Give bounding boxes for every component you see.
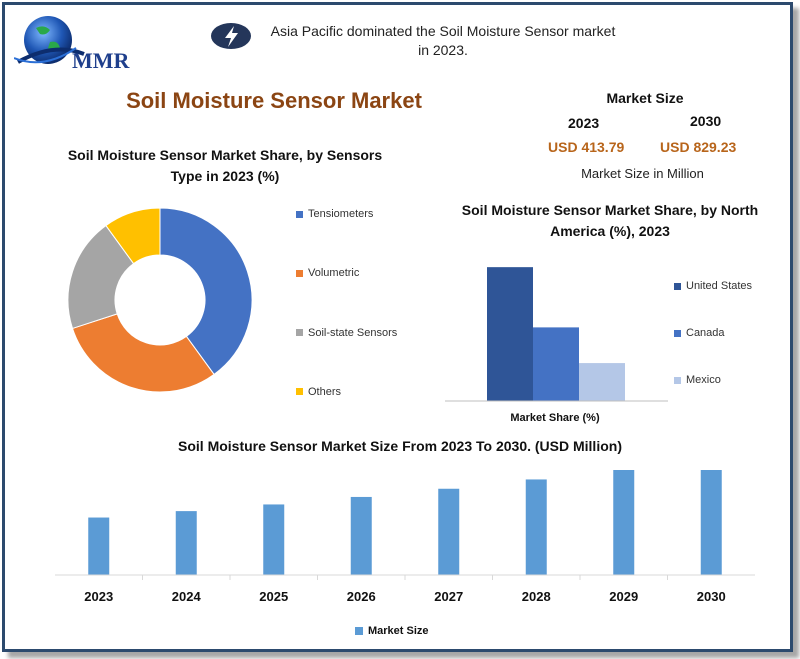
donut-chart [67,207,253,393]
legend-swatch [296,388,303,396]
market-size-value-end: USD 829.23 [660,139,737,155]
market-size-bar-2024 [175,511,197,575]
market-size-bar-2030 [700,470,722,575]
market-size-bar-chart: 2023 2024 2025 2026 2027 2028 2029 2030 [55,470,755,604]
market-size-title: Market Size [606,90,684,106]
legend-swatch [674,329,681,337]
na-legend: United States Canada Mexico [674,280,752,386]
x-tick-label-2025: 2025 [259,589,288,604]
market-size-bar-2028 [525,479,547,575]
legend-item-united-states: United States [674,280,752,292]
market-size-bar-2023 [88,517,110,575]
na-x-axis-label: Market Share (%) [510,412,600,424]
donut-legend: Tensiometers Volumetric Soil-state Senso… [296,208,397,398]
legend-item-mexico: Mexico [674,374,752,386]
market-size-year-end: 2030 [690,113,722,129]
legend-item-canada: Canada [674,327,752,339]
legend-item-tensiometers: Tensiometers [296,208,397,220]
na-bar-mexico [579,363,625,401]
market-size-year-start: 2023 [568,115,600,131]
market-size-bar-2027 [438,488,460,575]
page-title: Soil Moisture Sensor Market [126,88,422,113]
market-size-bar-2026 [350,496,372,575]
legend-item-volumetric: Volumetric [296,267,397,279]
market-size-value-start: USD 413.79 [548,139,625,155]
infographic-frame [2,2,793,652]
headline-text: Asia Pacific dominated the Soil Moisture… [270,23,616,58]
legend-swatch [296,269,303,277]
na-bar-canada [533,327,579,401]
legend-swatch [674,282,681,290]
market-size-chart-title: Soil Moisture Sensor Market Size From 20… [178,438,622,454]
legend-swatch [355,627,363,635]
legend-item-soil-state-sensors: Soil-state Sensors [296,327,397,339]
market-size-bar-2025 [263,504,285,575]
na-bar-united-states [487,267,533,401]
legend-swatch [296,329,303,337]
x-tick-label-2027: 2027 [434,589,463,604]
market-size-legend: Market Size [355,625,429,637]
na-chart-title: Soil Moisture Sensor Market Share, by No… [461,202,759,239]
donut-slice-tensiometers [159,207,253,376]
legend-swatch [296,210,303,218]
donut-chart-title: Soil Moisture Sensor Market Share, by Se… [67,147,383,184]
na-bar-chart [445,267,668,402]
donut-slice-others [105,207,161,265]
market-size-bar-2029 [613,470,635,575]
x-tick-label-2030: 2030 [697,589,726,604]
legend-swatch [674,376,681,384]
mmr-logo: MMR [14,16,131,73]
x-tick-label-2023: 2023 [84,589,113,604]
donut-slice-volumetric [71,313,215,393]
lightning-bolt-icon [211,23,251,49]
market-size-unit: Market Size in Million [581,166,704,181]
x-tick-label-2029: 2029 [609,589,638,604]
x-tick-label-2026: 2026 [347,589,376,604]
x-tick-label-2024: 2024 [172,589,202,604]
logo-text: MMR [72,48,131,73]
x-tick-label-2028: 2028 [522,589,551,604]
legend-item-others: Others [296,386,397,398]
